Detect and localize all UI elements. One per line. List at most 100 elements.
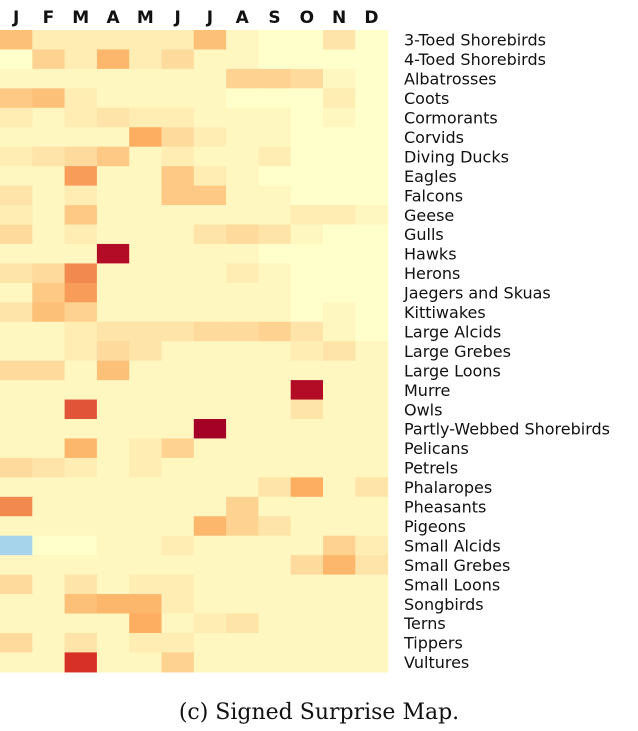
heatmap-cell-6-5 <box>161 146 195 167</box>
heatmap-cell-2-4 <box>129 68 163 89</box>
heatmap-cell-7-4 <box>129 166 163 187</box>
heatmap-cell-6-9 <box>290 146 324 167</box>
heatmap-cell-6-3 <box>96 146 130 167</box>
heatmap-cell-29-3 <box>96 594 130 615</box>
heatmap-cell-17-8 <box>258 360 292 381</box>
heatmap-cell-12-9 <box>290 263 324 284</box>
heatmap-cell-4-0 <box>0 107 33 128</box>
heatmap-cell-5-7 <box>226 127 259 148</box>
heatmap-cell-6-10 <box>323 146 356 167</box>
heatmap-cell-22-5 <box>161 457 195 478</box>
heatmap-cell-19-1 <box>32 399 66 420</box>
heatmap-cell-30-11 <box>355 613 389 634</box>
heatmap-cell-11-2 <box>64 243 98 264</box>
heatmap-cell-2-6 <box>193 68 227 89</box>
heatmap-cell-15-1 <box>32 321 66 342</box>
category-label-13: Jaegers and Skuas <box>403 284 551 303</box>
heatmap-cell-15-7 <box>226 321 259 342</box>
heatmap-cell-18-9 <box>290 380 324 401</box>
heatmap-cell-16-11 <box>355 341 389 362</box>
heatmap-cell-7-3 <box>96 166 130 187</box>
heatmap-cell-21-9 <box>290 438 324 459</box>
heatmap-cell-13-10 <box>323 282 356 303</box>
heatmap-cell-1-8 <box>258 49 292 70</box>
heatmap-cell-18-11 <box>355 380 389 401</box>
heatmap-cell-31-8 <box>258 632 292 653</box>
heatmap-cell-2-1 <box>32 68 66 89</box>
heatmap-cell-20-8 <box>258 419 292 440</box>
heatmap-cell-19-0 <box>0 399 33 420</box>
heatmap-cell-24-4 <box>129 496 163 517</box>
heatmap-cell-13-4 <box>129 282 163 303</box>
heatmap-cell-2-8 <box>258 68 292 89</box>
heatmap-cell-2-5 <box>161 68 195 89</box>
heatmap-cell-9-10 <box>323 205 356 226</box>
category-label-19: Owls <box>404 400 442 419</box>
heatmap-cell-3-7 <box>226 88 259 109</box>
heatmap-cell-16-8 <box>258 341 292 362</box>
heatmap-cell-24-6 <box>193 496 227 517</box>
heatmap-cell-23-5 <box>161 477 195 498</box>
heatmap-cell-15-10 <box>323 321 356 342</box>
heatmap-cell-30-2 <box>64 613 98 634</box>
heatmap-cell-27-2 <box>64 555 98 576</box>
heatmap-cell-12-4 <box>129 263 163 284</box>
category-label-30: Terns <box>403 614 446 633</box>
heatmap-cell-32-5 <box>161 652 195 673</box>
heatmap-cell-9-1 <box>32 205 66 226</box>
heatmap-cell-14-1 <box>32 302 66 323</box>
heatmap-cell-28-4 <box>129 574 163 595</box>
heatmap-cell-23-1 <box>32 477 66 498</box>
heatmap-cell-4-3 <box>96 107 130 128</box>
heatmap-cell-29-8 <box>258 594 292 615</box>
heatmap-cell-23-6 <box>193 477 227 498</box>
category-label-3: Coots <box>404 89 449 108</box>
heatmap-cell-11-3 <box>96 243 130 264</box>
heatmap-cell-20-6 <box>193 419 227 440</box>
heatmap-cell-29-11 <box>355 594 389 615</box>
heatmap-cell-14-0 <box>0 302 33 323</box>
category-label-32: Vultures <box>404 653 469 672</box>
heatmap-cell-17-4 <box>129 360 163 381</box>
heatmap-cell-32-7 <box>226 652 259 673</box>
heatmap-cell-10-4 <box>129 224 163 245</box>
heatmap-cell-12-7 <box>226 263 259 284</box>
heatmap-cell-2-7 <box>226 68 259 89</box>
heatmap-cell-24-9 <box>290 496 324 517</box>
heatmap-cell-25-11 <box>355 516 389 537</box>
heatmap-cell-32-3 <box>96 652 130 673</box>
heatmap-cell-4-10 <box>323 107 356 128</box>
heatmap-cell-8-8 <box>258 185 292 206</box>
heatmap-cell-14-10 <box>323 302 356 323</box>
heatmap-cell-8-2 <box>64 185 98 206</box>
heatmap-cell-6-7 <box>226 146 259 167</box>
heatmap-cell-0-6 <box>193 30 227 51</box>
heatmap-cell-30-10 <box>323 613 356 634</box>
heatmap-cell-31-7 <box>226 632 259 653</box>
month-label-8: S <box>268 8 280 28</box>
heatmap-cell-17-2 <box>64 360 98 381</box>
heatmap-cell-12-1 <box>32 263 66 284</box>
heatmap-cell-28-3 <box>96 574 130 595</box>
heatmap-cell-3-0 <box>0 88 33 109</box>
heatmap-cell-18-2 <box>64 380 98 401</box>
heatmap-cell-24-1 <box>32 496 66 517</box>
heatmap-cell-1-4 <box>129 49 163 70</box>
heatmap-cell-30-8 <box>258 613 292 634</box>
heatmap-cell-1-3 <box>96 49 130 70</box>
heatmap-cell-9-3 <box>96 205 130 226</box>
heatmap-cell-29-9 <box>290 594 324 615</box>
heatmap-cell-23-10 <box>323 477 356 498</box>
category-label-7: Eagles <box>404 167 457 186</box>
heatmap-cell-9-6 <box>193 205 227 226</box>
heatmap-cell-10-5 <box>161 224 195 245</box>
heatmap-cell-20-7 <box>226 419 259 440</box>
heatmap-cell-3-1 <box>32 88 66 109</box>
heatmap-cell-32-9 <box>290 652 324 673</box>
heatmap-cell-9-8 <box>258 205 292 226</box>
heatmap-cell-9-5 <box>161 205 195 226</box>
heatmap-cell-26-9 <box>290 535 324 556</box>
category-label-24: Pheasants <box>404 498 486 517</box>
